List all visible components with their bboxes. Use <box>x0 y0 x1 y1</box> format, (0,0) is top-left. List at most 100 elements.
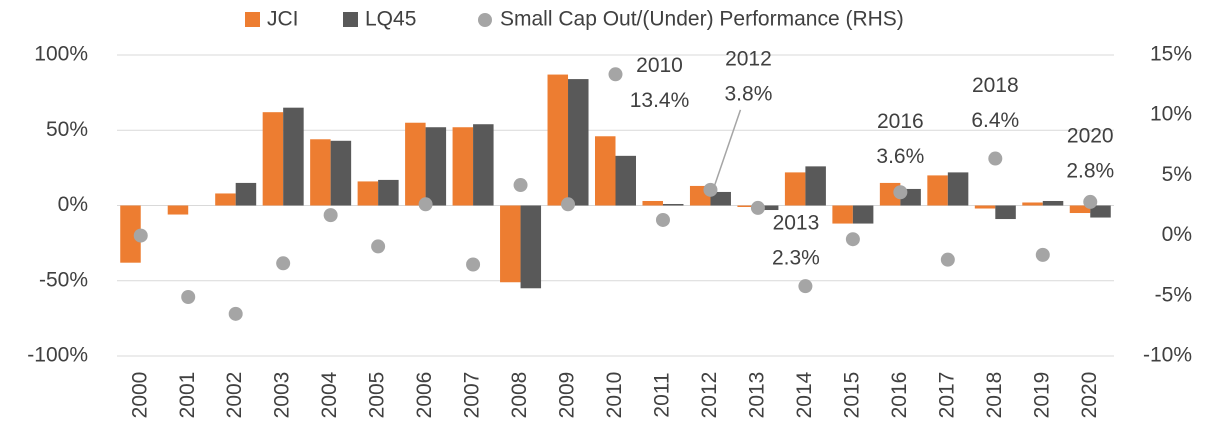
bar <box>520 205 542 289</box>
x-tick-label: 2012 <box>698 372 721 419</box>
x-tick-label: 2010 <box>603 372 626 419</box>
bar <box>215 193 236 206</box>
scatter-point <box>466 257 481 272</box>
legend-label: Small Cap Out/(Under) Performance (RHS) <box>500 8 904 31</box>
bar <box>832 205 853 224</box>
x-tick-label: 2018 <box>983 372 1006 419</box>
x-tick-label: 2005 <box>366 372 389 419</box>
bar <box>452 127 474 206</box>
scatter-point <box>276 256 291 271</box>
bar <box>595 136 616 206</box>
x-tick-label: 2008 <box>508 372 531 419</box>
bar <box>737 205 758 208</box>
x-tick-label: 2003 <box>271 372 294 419</box>
y2-tick-label: 10% <box>1150 103 1192 126</box>
y-tick-label: 0% <box>58 193 88 216</box>
y2-tick-label: 0% <box>1162 223 1192 246</box>
bar <box>283 107 304 206</box>
x-tick-label: 2009 <box>556 372 579 419</box>
scatter-point <box>798 279 813 294</box>
annotation-value: 2.8% <box>1066 159 1114 182</box>
annotation-year: 2018 <box>972 74 1019 97</box>
scatter-point <box>608 67 623 82</box>
annotation-year: 2013 <box>773 211 820 234</box>
scatter-point <box>371 239 386 254</box>
y2-tick-label: 15% <box>1150 43 1192 66</box>
annotation-value: 13.4% <box>630 89 690 112</box>
scatter-point <box>561 197 576 212</box>
legend-label: JCI <box>267 8 299 31</box>
x-tick-label: 2006 <box>413 372 436 419</box>
scatter-point <box>181 290 196 305</box>
scatter-point <box>655 212 670 227</box>
bar <box>425 127 447 206</box>
bar <box>262 112 284 206</box>
bar <box>330 140 352 206</box>
bar <box>995 205 1016 220</box>
bar <box>473 124 494 206</box>
scatter-point <box>228 306 243 321</box>
annotation-year: 2010 <box>636 54 683 77</box>
scatter-point <box>513 178 528 193</box>
x-tick-label: 2000 <box>128 372 151 419</box>
bar <box>927 175 948 206</box>
legend-swatch <box>478 13 492 27</box>
bar <box>405 122 426 206</box>
bar <box>974 205 996 209</box>
bar <box>615 155 636 206</box>
x-tick-label: 2019 <box>1030 372 1053 419</box>
x-tick-label: 2020 <box>1078 372 1101 419</box>
bar <box>662 203 684 206</box>
annotation-value: 3.6% <box>876 145 924 168</box>
bar <box>1042 200 1064 206</box>
x-tick-label: 2004 <box>318 371 341 418</box>
scatter-point <box>845 232 860 247</box>
bar <box>120 205 141 263</box>
scatter-point <box>1083 194 1098 209</box>
bar <box>500 205 521 283</box>
scatter-point <box>988 151 1003 166</box>
scatter-point <box>1035 247 1050 262</box>
x-tick-label: 2016 <box>888 372 911 419</box>
bar <box>710 191 731 206</box>
bar <box>310 139 331 206</box>
x-tick-label: 2011 <box>651 372 674 417</box>
y2-tick-label: -10% <box>1143 344 1192 367</box>
annotation-value: 6.4% <box>971 109 1019 132</box>
bar <box>1090 205 1111 218</box>
legend-swatch <box>245 12 260 27</box>
bar <box>167 205 189 215</box>
x-tick-label: 2014 <box>793 371 816 418</box>
bar <box>784 172 806 206</box>
y-tick-label: 100% <box>34 43 88 66</box>
annotation-year: 2020 <box>1067 124 1114 147</box>
legend-label: LQ45 <box>365 8 416 31</box>
legend-swatch <box>343 12 358 27</box>
bar <box>947 172 969 206</box>
scatter-point <box>703 182 718 197</box>
bar <box>547 74 569 206</box>
bar <box>235 182 257 206</box>
scatter-point <box>750 200 765 215</box>
scatter-point <box>133 228 148 243</box>
leader-line <box>713 109 742 187</box>
bar <box>852 205 874 224</box>
bar <box>1069 205 1091 214</box>
bar <box>357 181 379 206</box>
scatter-point <box>418 197 433 212</box>
y-tick-label: 50% <box>46 118 88 141</box>
bar <box>568 79 589 206</box>
y2-tick-label: -5% <box>1155 283 1192 306</box>
y2-tick-label: 5% <box>1162 163 1192 186</box>
bar <box>805 166 826 206</box>
annotation-year: 2012 <box>725 47 772 70</box>
bar <box>1022 202 1043 206</box>
x-tick-label: 2002 <box>223 372 246 419</box>
annotation-year: 2016 <box>877 110 924 133</box>
x-tick-label: 2013 <box>745 372 768 419</box>
bar <box>642 200 663 206</box>
y-tick-label: -50% <box>39 268 88 291</box>
annotation-value: 3.8% <box>725 82 773 105</box>
scatter-point <box>940 252 955 267</box>
